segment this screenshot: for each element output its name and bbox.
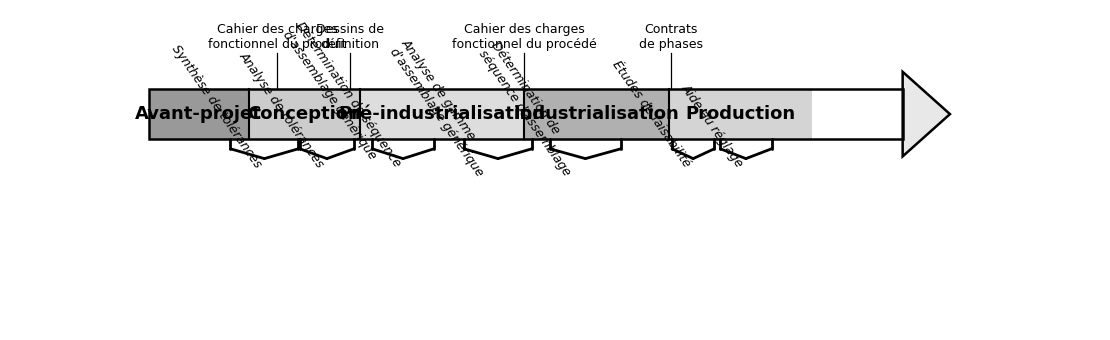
Text: Production: Production bbox=[686, 105, 796, 123]
Text: Détermination de
séquence d'assemblage: Détermination de séquence d'assemblage bbox=[476, 39, 585, 178]
Bar bbox=[669, 89, 813, 139]
Text: Études de faisabilité: Études de faisabilité bbox=[609, 58, 693, 170]
Bar bbox=[360, 89, 524, 139]
Polygon shape bbox=[902, 72, 950, 156]
Text: Analyse de gamme
d'assemblage générique: Analyse de gamme d'assemblage générique bbox=[387, 37, 498, 178]
Text: Aide au réglage: Aide au réglage bbox=[678, 82, 746, 170]
Bar bbox=[149, 89, 249, 139]
Text: Industrialisation: Industrialisation bbox=[514, 105, 679, 123]
Text: Contrats
de phases: Contrats de phases bbox=[639, 23, 704, 51]
Text: Cahier des charges
fonctionnel du procédé: Cahier des charges fonctionnel du procéd… bbox=[452, 23, 597, 51]
Text: Avant-projet: Avant-projet bbox=[135, 105, 262, 123]
Text: Synthèse de tolérances: Synthèse de tolérances bbox=[170, 42, 264, 170]
Text: Dessins de
définition: Dessins de définition bbox=[315, 23, 384, 51]
Text: Conception: Conception bbox=[248, 105, 361, 123]
Bar bbox=[524, 89, 669, 139]
Text: Détermination de séquence
d'assemblage générique: Détermination de séquence d'assemblage g… bbox=[281, 20, 403, 178]
Bar bbox=[249, 89, 360, 139]
Bar bbox=[149, 89, 902, 139]
Text: Pré-industrialisation: Pré-industrialisation bbox=[339, 105, 546, 123]
Text: Analyse de tolérances: Analyse de tolérances bbox=[236, 49, 327, 170]
Text: Cahier des charges
fonctionnel du produit: Cahier des charges fonctionnel du produi… bbox=[208, 23, 346, 51]
